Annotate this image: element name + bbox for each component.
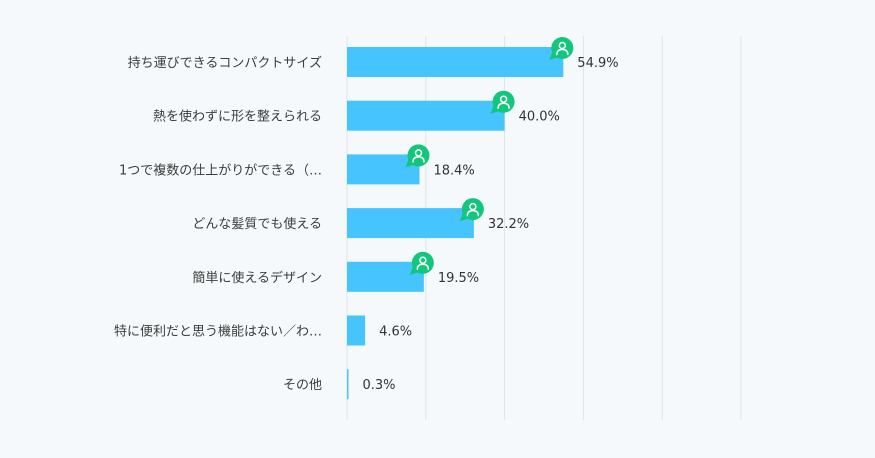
bar [347, 315, 366, 346]
value-label: 19.5% [438, 271, 479, 286]
bar [347, 47, 564, 77]
person-body [497, 102, 510, 109]
person-body [412, 156, 425, 163]
category-label: 簡単に使えるデザイン [192, 270, 322, 286]
category-label: 1つで複数の仕上がりができる（… [119, 162, 322, 178]
badges [405, 37, 574, 275]
category-label: どんな髪質でも使える [192, 216, 322, 232]
person-head [558, 41, 567, 50]
value-label: 0.3% [363, 378, 396, 393]
badge-tail [490, 105, 501, 114]
value-label: 40.0% [519, 110, 560, 125]
badge-tail [459, 213, 470, 222]
user-chat-icon [405, 144, 430, 168]
person-head [419, 256, 427, 265]
value-labels: 54.9% 40.0% 18.4% 32.2% 19.5% 4.6% 0.3% [363, 56, 619, 393]
value-label: 18.4% [433, 163, 474, 178]
person-head [469, 202, 477, 211]
person-body [466, 209, 480, 217]
category-label: 持ち運びできるコンパクトサイズ [128, 55, 322, 71]
bar [347, 369, 349, 400]
person-head [414, 149, 423, 157]
bar [347, 100, 505, 131]
person-body [556, 48, 569, 56]
category-label: その他 [283, 378, 322, 393]
user-chat-icon [490, 90, 515, 114]
bar [347, 154, 420, 185]
badge-tail [405, 159, 416, 168]
bars [347, 47, 564, 400]
category-label: 特に便利だと思う機能はない／わ… [114, 325, 322, 340]
person-head [499, 95, 508, 103]
value-label: 32.2% [488, 217, 529, 232]
person-body [416, 263, 430, 271]
value-label: 54.9% [577, 56, 618, 71]
value-label: 4.6% [379, 325, 412, 340]
bar [347, 208, 474, 239]
bar [347, 261, 424, 292]
user-chat-icon [549, 37, 574, 60]
user-chat-icon [409, 251, 434, 275]
user-chat-icon [459, 198, 484, 222]
category-label: 熱を使わずに形を整えられる [153, 109, 322, 125]
badge-tail [549, 52, 560, 60]
badge-tail [409, 266, 420, 275]
